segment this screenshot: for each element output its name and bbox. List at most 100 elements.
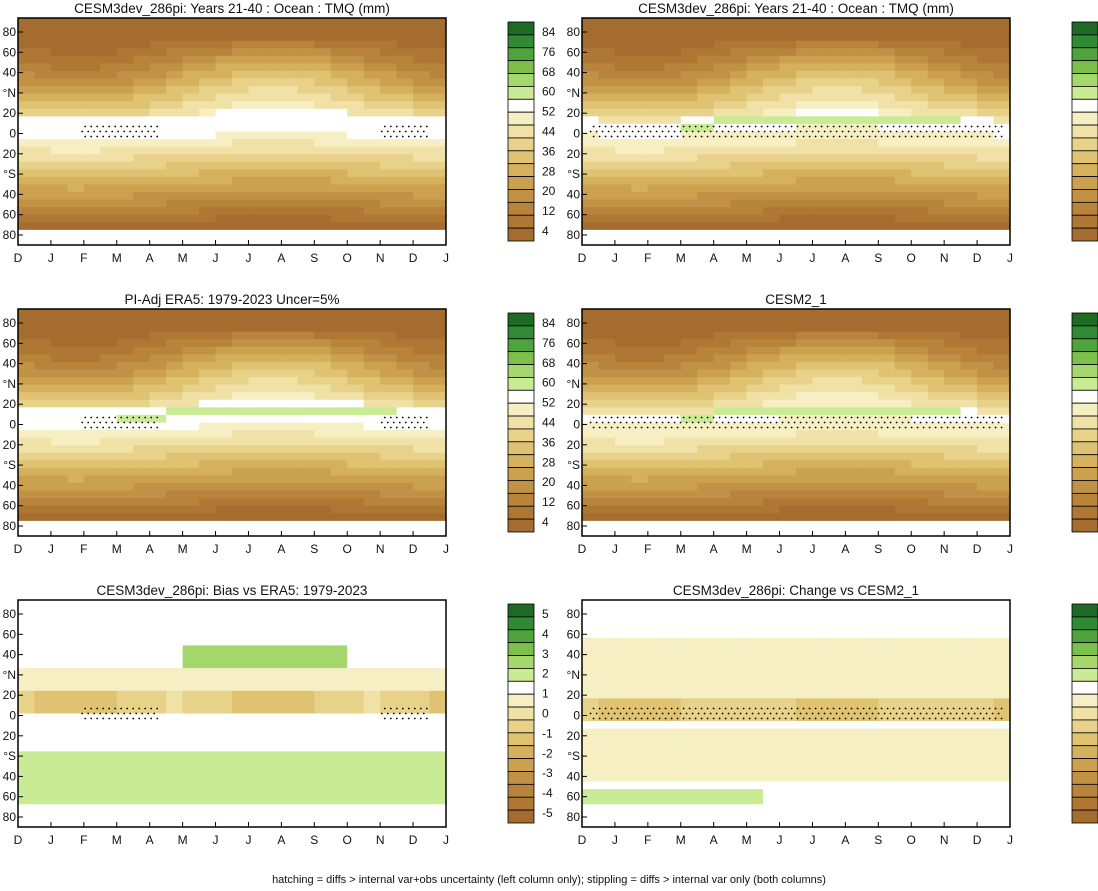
field-cell xyxy=(927,331,945,340)
field-cell xyxy=(215,48,233,57)
field-cell xyxy=(347,490,365,499)
field-cell xyxy=(598,55,616,64)
field-cell xyxy=(429,668,447,677)
field-cell xyxy=(330,192,348,200)
field-cell xyxy=(330,116,348,125)
field-cell xyxy=(34,452,52,461)
field-cell xyxy=(232,645,249,654)
field-cell xyxy=(314,528,332,537)
field-cell xyxy=(664,123,682,132)
field-cell xyxy=(746,192,764,200)
field-cell xyxy=(631,25,649,34)
field-cell xyxy=(845,192,863,200)
field-cell xyxy=(248,513,266,522)
field-cell xyxy=(845,384,863,393)
field-cell xyxy=(582,743,599,752)
stipple-dot xyxy=(407,125,410,128)
field-cell xyxy=(83,430,101,439)
field-cell xyxy=(281,528,299,537)
field-cell xyxy=(297,600,315,608)
stipple-dot xyxy=(856,426,859,429)
field-cell xyxy=(116,399,134,408)
field-cell xyxy=(429,728,447,737)
field-cell xyxy=(730,237,748,246)
field-cell xyxy=(396,781,414,790)
field-cell xyxy=(894,161,912,170)
field-cell xyxy=(50,705,68,714)
field-cell xyxy=(582,169,599,178)
field-cell xyxy=(116,161,134,170)
field-cell xyxy=(330,361,348,370)
field-cell xyxy=(199,399,216,408)
field-cell xyxy=(116,377,134,386)
field-cell xyxy=(680,108,698,117)
field-cell xyxy=(713,222,731,231)
field-cell xyxy=(67,146,85,155)
field-cell xyxy=(730,70,748,79)
field-cell xyxy=(380,811,398,820)
field-cell xyxy=(845,146,863,155)
field-cell xyxy=(67,513,85,522)
field-cell xyxy=(18,513,35,522)
field-cell xyxy=(34,811,52,820)
stipple-dot xyxy=(153,421,156,424)
field-cell xyxy=(215,229,233,238)
field-cell xyxy=(182,520,200,529)
stipple-dot xyxy=(628,125,631,128)
field-cell xyxy=(631,324,649,333)
field-cell xyxy=(911,40,929,49)
field-cell xyxy=(396,705,414,714)
field-cell xyxy=(911,414,929,423)
field-cell xyxy=(116,63,134,72)
field-cell xyxy=(347,774,365,782)
field-cell xyxy=(647,377,665,386)
field-cell xyxy=(631,316,649,325)
field-cell xyxy=(149,229,167,238)
field-cell xyxy=(199,309,216,317)
field-cell xyxy=(396,361,414,370)
field-cell xyxy=(730,176,748,185)
colorbar-swatch xyxy=(507,364,535,378)
field-cell xyxy=(149,86,167,95)
field-cell xyxy=(396,123,414,132)
field-cell xyxy=(413,698,430,707)
field-cell xyxy=(614,346,632,355)
field-cell xyxy=(116,361,134,370)
field-cell xyxy=(248,237,266,246)
field-cell xyxy=(429,637,447,646)
field-cell xyxy=(429,774,447,782)
field-cell xyxy=(828,116,846,125)
field-cell xyxy=(763,86,780,95)
field-cell xyxy=(960,490,978,499)
field-cell xyxy=(67,55,85,64)
field-cell xyxy=(347,392,365,401)
field-cell xyxy=(363,615,381,624)
stipple-dot xyxy=(153,130,156,133)
field-cell xyxy=(34,528,52,537)
field-cell xyxy=(812,207,830,216)
stipple-dot xyxy=(658,135,661,138)
field-cell xyxy=(116,789,134,798)
field-cell xyxy=(248,520,266,529)
field-cell xyxy=(828,467,846,476)
field-cell xyxy=(18,407,35,416)
stipple-dot xyxy=(658,426,661,429)
field-cell xyxy=(927,55,945,64)
field-cell xyxy=(264,460,282,469)
field-cell xyxy=(215,55,233,64)
field-cell xyxy=(314,811,332,820)
field-cell xyxy=(697,237,715,246)
field-cell xyxy=(297,789,315,798)
field-cell xyxy=(779,309,797,317)
field-cell xyxy=(894,430,912,439)
field-cell xyxy=(380,237,398,246)
field-cell xyxy=(100,161,118,170)
field-cell xyxy=(746,498,764,507)
field-cell xyxy=(977,361,994,370)
field-cell xyxy=(347,615,365,624)
field-cell xyxy=(429,721,447,730)
stipple-dot xyxy=(844,125,847,128)
field-cell xyxy=(34,70,52,79)
field-cell xyxy=(779,475,797,484)
stipple-dot xyxy=(652,426,655,429)
